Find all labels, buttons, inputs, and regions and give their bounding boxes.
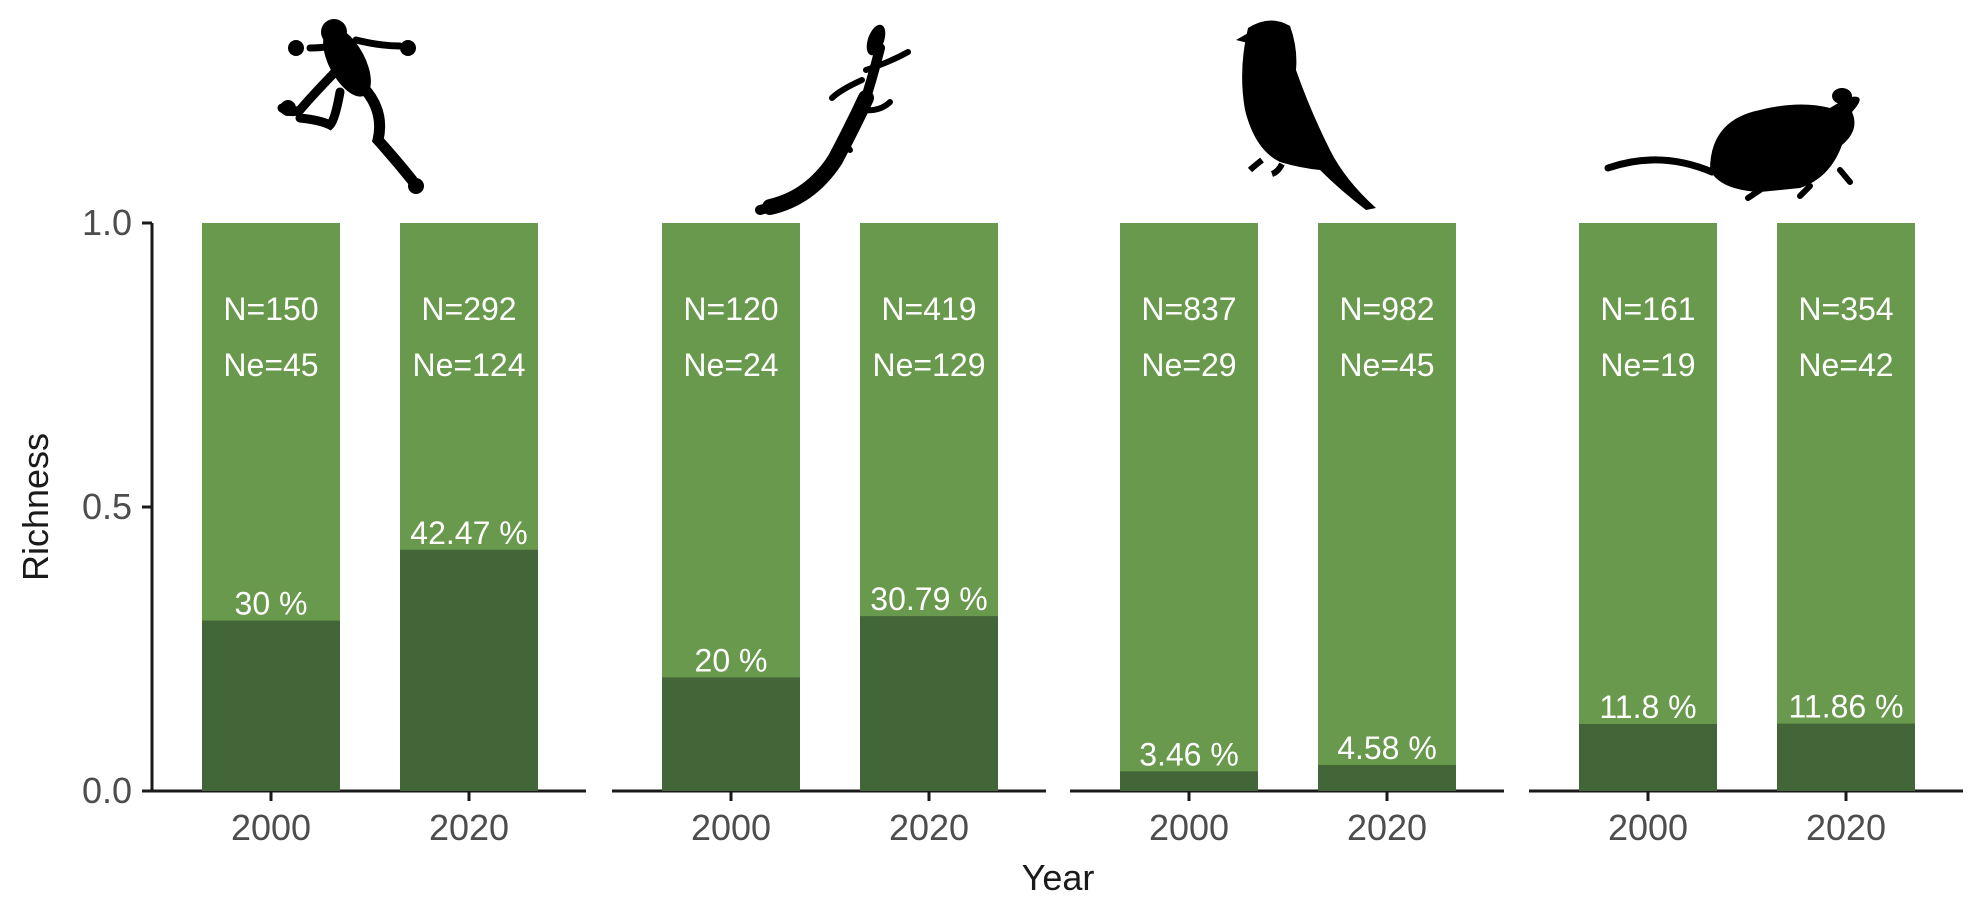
- bar-total: [1318, 223, 1456, 791]
- bar-endemic: [1120, 771, 1258, 791]
- y-axis: 0.0 0.5 1.0 Richness: [15, 202, 154, 811]
- x-tick-label: 2000: [231, 807, 311, 848]
- bar-n-label: N=982: [1339, 291, 1434, 327]
- panel-4: 11.8 % N=161 Ne=19 2000 11.86 % N=354 Ne=42 202…: [1529, 223, 1963, 848]
- x-tick-label: 2020: [1806, 807, 1886, 848]
- bar-endemic: [860, 616, 998, 791]
- bar-ne-label: Ne=129: [873, 347, 986, 383]
- bar-endemic: [1579, 723, 1717, 791]
- panel-3: 3.46 % N=837 Ne=29 2000 4.58 % N=982 Ne=45 2020: [1070, 223, 1504, 848]
- y-tick-label: 0.0: [82, 770, 132, 811]
- x-tick-label: 2020: [1347, 807, 1427, 848]
- bar-ne-label: Ne=42: [1798, 347, 1893, 383]
- x-tick-label: 2000: [1608, 807, 1688, 848]
- frog-silhouette-icon: [277, 19, 424, 194]
- bar-ne-label: Ne=45: [1339, 347, 1434, 383]
- bar-ne-label: Ne=24: [683, 347, 778, 383]
- x-axis-title: Year: [1022, 857, 1095, 898]
- bar-total: [1120, 223, 1258, 791]
- y-tick-label: 1.0: [82, 202, 132, 243]
- bar-n-label: N=150: [223, 291, 318, 327]
- bar-n-label: N=837: [1141, 291, 1236, 327]
- panel-2: 20 % N=120 Ne=24 2000 30.79 % N=419 Ne=129 2020: [612, 223, 1046, 848]
- lizard-silhouette-icon: [755, 24, 911, 215]
- bar-endemic: [400, 549, 538, 791]
- y-tick-label: 0.5: [82, 486, 132, 527]
- bar-total: [1579, 223, 1717, 791]
- bar-ne-label: Ne=45: [223, 347, 318, 383]
- bar-percent-label: 30.79 %: [870, 581, 987, 617]
- bar-percent-label: 30 %: [235, 586, 308, 622]
- bar-percent-label: 4.58 %: [1337, 730, 1437, 766]
- y-axis-title: Richness: [15, 433, 56, 581]
- bar-endemic: [202, 620, 340, 791]
- bar-total: [1777, 223, 1915, 791]
- bar-ne-label: Ne=29: [1141, 347, 1236, 383]
- bar-n-label: N=354: [1798, 291, 1893, 327]
- bar-n-label: N=120: [683, 291, 778, 327]
- mouse-silhouette-icon: [1604, 88, 1860, 201]
- bar-percent-label: 11.86 %: [1788, 689, 1903, 725]
- x-tick-label: 2000: [691, 807, 771, 848]
- bar-n-label: N=419: [881, 291, 976, 327]
- bar-ne-label: Ne=19: [1600, 347, 1695, 383]
- x-tick-label: 2020: [429, 807, 509, 848]
- bar-percent-label: 11.8 %: [1599, 689, 1696, 725]
- bar-percent-label: 42.47 %: [410, 515, 527, 551]
- panel-1: 30 % N=150 Ne=45 2000 42.47 % N=292 Ne=124 2020: [152, 223, 586, 848]
- bar-endemic: [1777, 723, 1915, 791]
- bar-n-label: N=292: [421, 291, 516, 327]
- bird-silhouette-icon: [1236, 20, 1376, 211]
- bar-n-label: N=161: [1600, 291, 1695, 327]
- x-tick-label: 2000: [1149, 807, 1229, 848]
- bar-percent-label: 20 %: [695, 642, 768, 678]
- bar-endemic: [662, 677, 800, 791]
- x-tick-label: 2020: [889, 807, 969, 848]
- bar-ne-label: Ne=124: [413, 347, 526, 383]
- bar-percent-label: 3.46 %: [1139, 736, 1239, 772]
- bar-endemic: [1318, 764, 1456, 791]
